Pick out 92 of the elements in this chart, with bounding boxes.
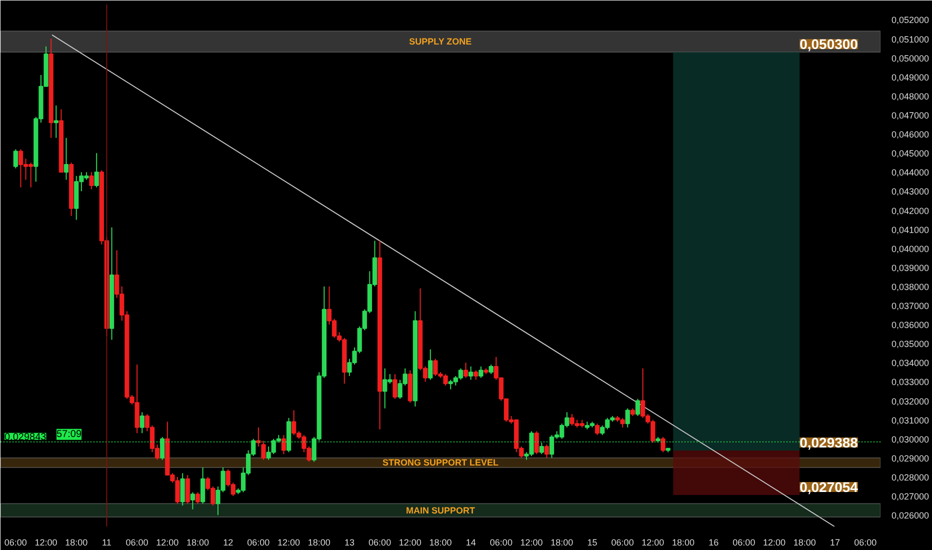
x-tick-label: 15	[587, 538, 598, 548]
candlestick	[261, 440, 266, 460]
x-tick-label: 12:00	[278, 538, 300, 548]
candlestick	[539, 442, 544, 455]
y-tick-label: 0,028000	[892, 472, 930, 482]
x-tick-label: 06:00	[126, 538, 148, 548]
candlestick	[64, 137, 69, 180]
candlestick	[200, 466, 206, 504]
candlestick	[190, 492, 196, 510]
candlestick	[635, 398, 640, 417]
candlestick	[89, 172, 94, 190]
candlestick	[478, 366, 484, 378]
annotation: 57:09	[56, 428, 82, 440]
candlestick	[54, 104, 58, 138]
x-tick-label: 06:00	[854, 538, 877, 548]
x-tick-label: 18:00	[793, 538, 816, 548]
y-tick-label: 0,026000	[892, 510, 930, 521]
y-tick-label: 0,049000	[892, 72, 930, 82]
band-label: STRONG SUPPORT LEVEL	[382, 458, 500, 468]
candlestick	[474, 370, 478, 380]
y-tick-label: 0,035000	[892, 339, 930, 350]
x-tick-label: 16	[708, 538, 719, 548]
x-tick-label: 14	[466, 538, 476, 548]
candlestick	[544, 444, 550, 458]
x-tick-label: 18:00	[672, 538, 695, 548]
annotation: 0,027054	[800, 478, 858, 495]
y-tick-label: 0,040000	[892, 244, 930, 254]
x-tick-label: 18:00	[308, 538, 330, 548]
x-tick-label: 18:00	[550, 538, 574, 548]
x-tick-label: 12:00	[520, 538, 543, 548]
y-tick-label: 0,038000	[892, 282, 930, 292]
candlestick	[463, 362, 468, 378]
x-tick-label: 06:00	[4, 538, 27, 548]
x-tick-label: 12:00	[156, 538, 179, 548]
candlestick	[488, 364, 494, 375]
annotation: 0,050300	[800, 36, 858, 52]
x-tick-label: 13	[344, 538, 354, 548]
x-tick-label: 12	[223, 538, 234, 548]
x-tick-label: 06:00	[611, 538, 634, 548]
candlestick	[180, 472, 185, 506]
x-tick-label: 06:00	[490, 538, 512, 548]
y-tick-label: 0,052000	[892, 15, 930, 26]
candlestick	[13, 148, 18, 169]
x-tick-label: 06:00	[247, 538, 270, 548]
candlestick	[428, 348, 433, 380]
y-tick-label: 0,050000	[892, 53, 930, 64]
y-tick-label: 0,041000	[892, 224, 930, 235]
y-tick-label: 0,037000	[892, 301, 930, 312]
candlestick	[195, 492, 200, 504]
band-label: MAIN SUPPORT	[406, 505, 476, 516]
x-tick-label: 06:00	[368, 538, 392, 548]
ref-line-label: 0,029843	[4, 432, 47, 443]
band-label: SUPPLY ZONE	[409, 36, 472, 47]
annotation: 0,029388	[800, 434, 858, 451]
candlestick	[594, 423, 600, 436]
y-tick-label: 0,051000	[892, 34, 930, 44]
y-tick-label: 0,048000	[892, 91, 930, 102]
y-tick-label: 0,042000	[892, 206, 930, 216]
y-tick-label: 0,036000	[892, 320, 930, 330]
y-tick-label: 0,039000	[892, 262, 930, 273]
y-tick-label: 0,044000	[892, 168, 930, 178]
y-tick-label: 0,046000	[892, 130, 930, 140]
y-tick-label: 0,030000	[892, 434, 930, 444]
x-tick-label: 18:00	[429, 538, 452, 548]
candlestick	[140, 412, 144, 434]
candlestick	[468, 366, 474, 380]
x-tick-label: 12:00	[34, 538, 58, 548]
candlestick	[392, 374, 398, 400]
x-tick-label: 17	[830, 538, 840, 548]
y-tick-label: 0,047000	[892, 110, 930, 120]
x-tick-label: 06:00	[732, 538, 756, 548]
x-tick-label: 18:00	[186, 538, 210, 548]
x-tick-label: 12:00	[763, 538, 786, 548]
candlestick	[185, 474, 190, 504]
candlestick	[625, 408, 630, 428]
y-tick-label: 0,033000	[892, 377, 930, 388]
y-tick-label: 0,031000	[892, 415, 930, 426]
y-tick-label: 0,032000	[892, 396, 930, 406]
candlestick	[660, 436, 666, 453]
y-tick-label: 0,029000	[892, 453, 930, 464]
candlestick	[160, 436, 165, 460]
y-tick-label: 0,034000	[892, 358, 930, 368]
candlestick	[534, 430, 539, 455]
x-tick-label: 12:00	[642, 538, 664, 548]
candlestick	[94, 152, 99, 188]
y-tick-label: 0,045000	[892, 148, 930, 159]
candlestick	[281, 434, 286, 455]
y-tick-label: 0,043000	[892, 186, 930, 197]
x-tick-label: 12:00	[398, 538, 422, 548]
x-tick-label: 11	[102, 538, 112, 548]
y-tick-label: 0,027000	[892, 492, 930, 502]
x-tick-label: 18:00	[65, 538, 88, 548]
